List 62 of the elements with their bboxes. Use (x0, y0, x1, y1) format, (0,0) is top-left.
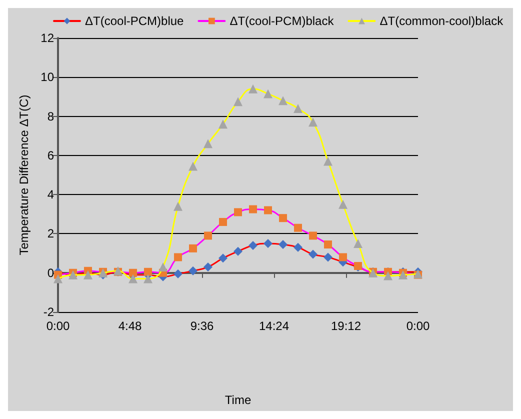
point (129, 268, 137, 277)
point (234, 246, 242, 256)
point (264, 89, 272, 98)
point (279, 214, 287, 222)
point (248, 84, 258, 94)
point (234, 97, 242, 106)
point (174, 253, 182, 262)
point (188, 162, 198, 171)
y-tick-label: 8 (47, 109, 54, 124)
legend-label: ΔT(cool-PCM)black (230, 14, 335, 28)
x-tick-label: 0:00 (46, 319, 70, 333)
point (338, 200, 348, 209)
point (339, 253, 347, 262)
y-tick-label: 0 (47, 266, 54, 280)
point (278, 240, 288, 249)
y-tick-label: 12 (40, 31, 54, 45)
x-tick-label: 19:12 (330, 319, 362, 333)
x-tick-label: 4:48 (118, 319, 142, 333)
point (308, 250, 318, 259)
point (219, 218, 227, 226)
point (294, 242, 302, 252)
point (324, 252, 332, 262)
y-tick-label: -2 (43, 305, 54, 319)
point (294, 224, 302, 232)
point (188, 266, 198, 276)
point (174, 202, 182, 211)
x-tick-label: 14:24 (258, 319, 290, 333)
point (384, 271, 392, 280)
x-tick-label: 9:36 (190, 319, 214, 333)
point (278, 96, 288, 106)
point (204, 232, 212, 240)
point (204, 262, 212, 272)
legend-label: ΔT(common-cool)black (380, 14, 504, 28)
y-tick-label: 2 (47, 226, 54, 241)
point (309, 232, 317, 240)
point (248, 240, 258, 250)
point (264, 239, 272, 248)
point (398, 270, 408, 280)
point (294, 104, 302, 113)
point (174, 269, 182, 278)
point (264, 206, 272, 214)
point (158, 262, 168, 272)
point (354, 239, 362, 248)
point (144, 268, 152, 276)
point (189, 244, 197, 252)
y-tick-label: 10 (40, 70, 54, 84)
point (324, 240, 332, 248)
x-axis-title: Time (224, 393, 252, 407)
y-tick-label: 4 (47, 188, 54, 202)
x-tick-label: 0:00 (406, 319, 430, 333)
y-axis-title: Temperature Difference ΔT(C) (16, 94, 31, 256)
point (308, 118, 318, 127)
point (144, 274, 152, 284)
legend-label: ΔT(cool-PCM)blue (85, 14, 184, 28)
point (218, 120, 228, 129)
point (204, 139, 212, 148)
point (218, 254, 228, 263)
point (249, 205, 257, 214)
point (234, 208, 242, 216)
y-tick-label: 6 (47, 148, 54, 162)
point (324, 156, 332, 166)
point (128, 274, 138, 284)
